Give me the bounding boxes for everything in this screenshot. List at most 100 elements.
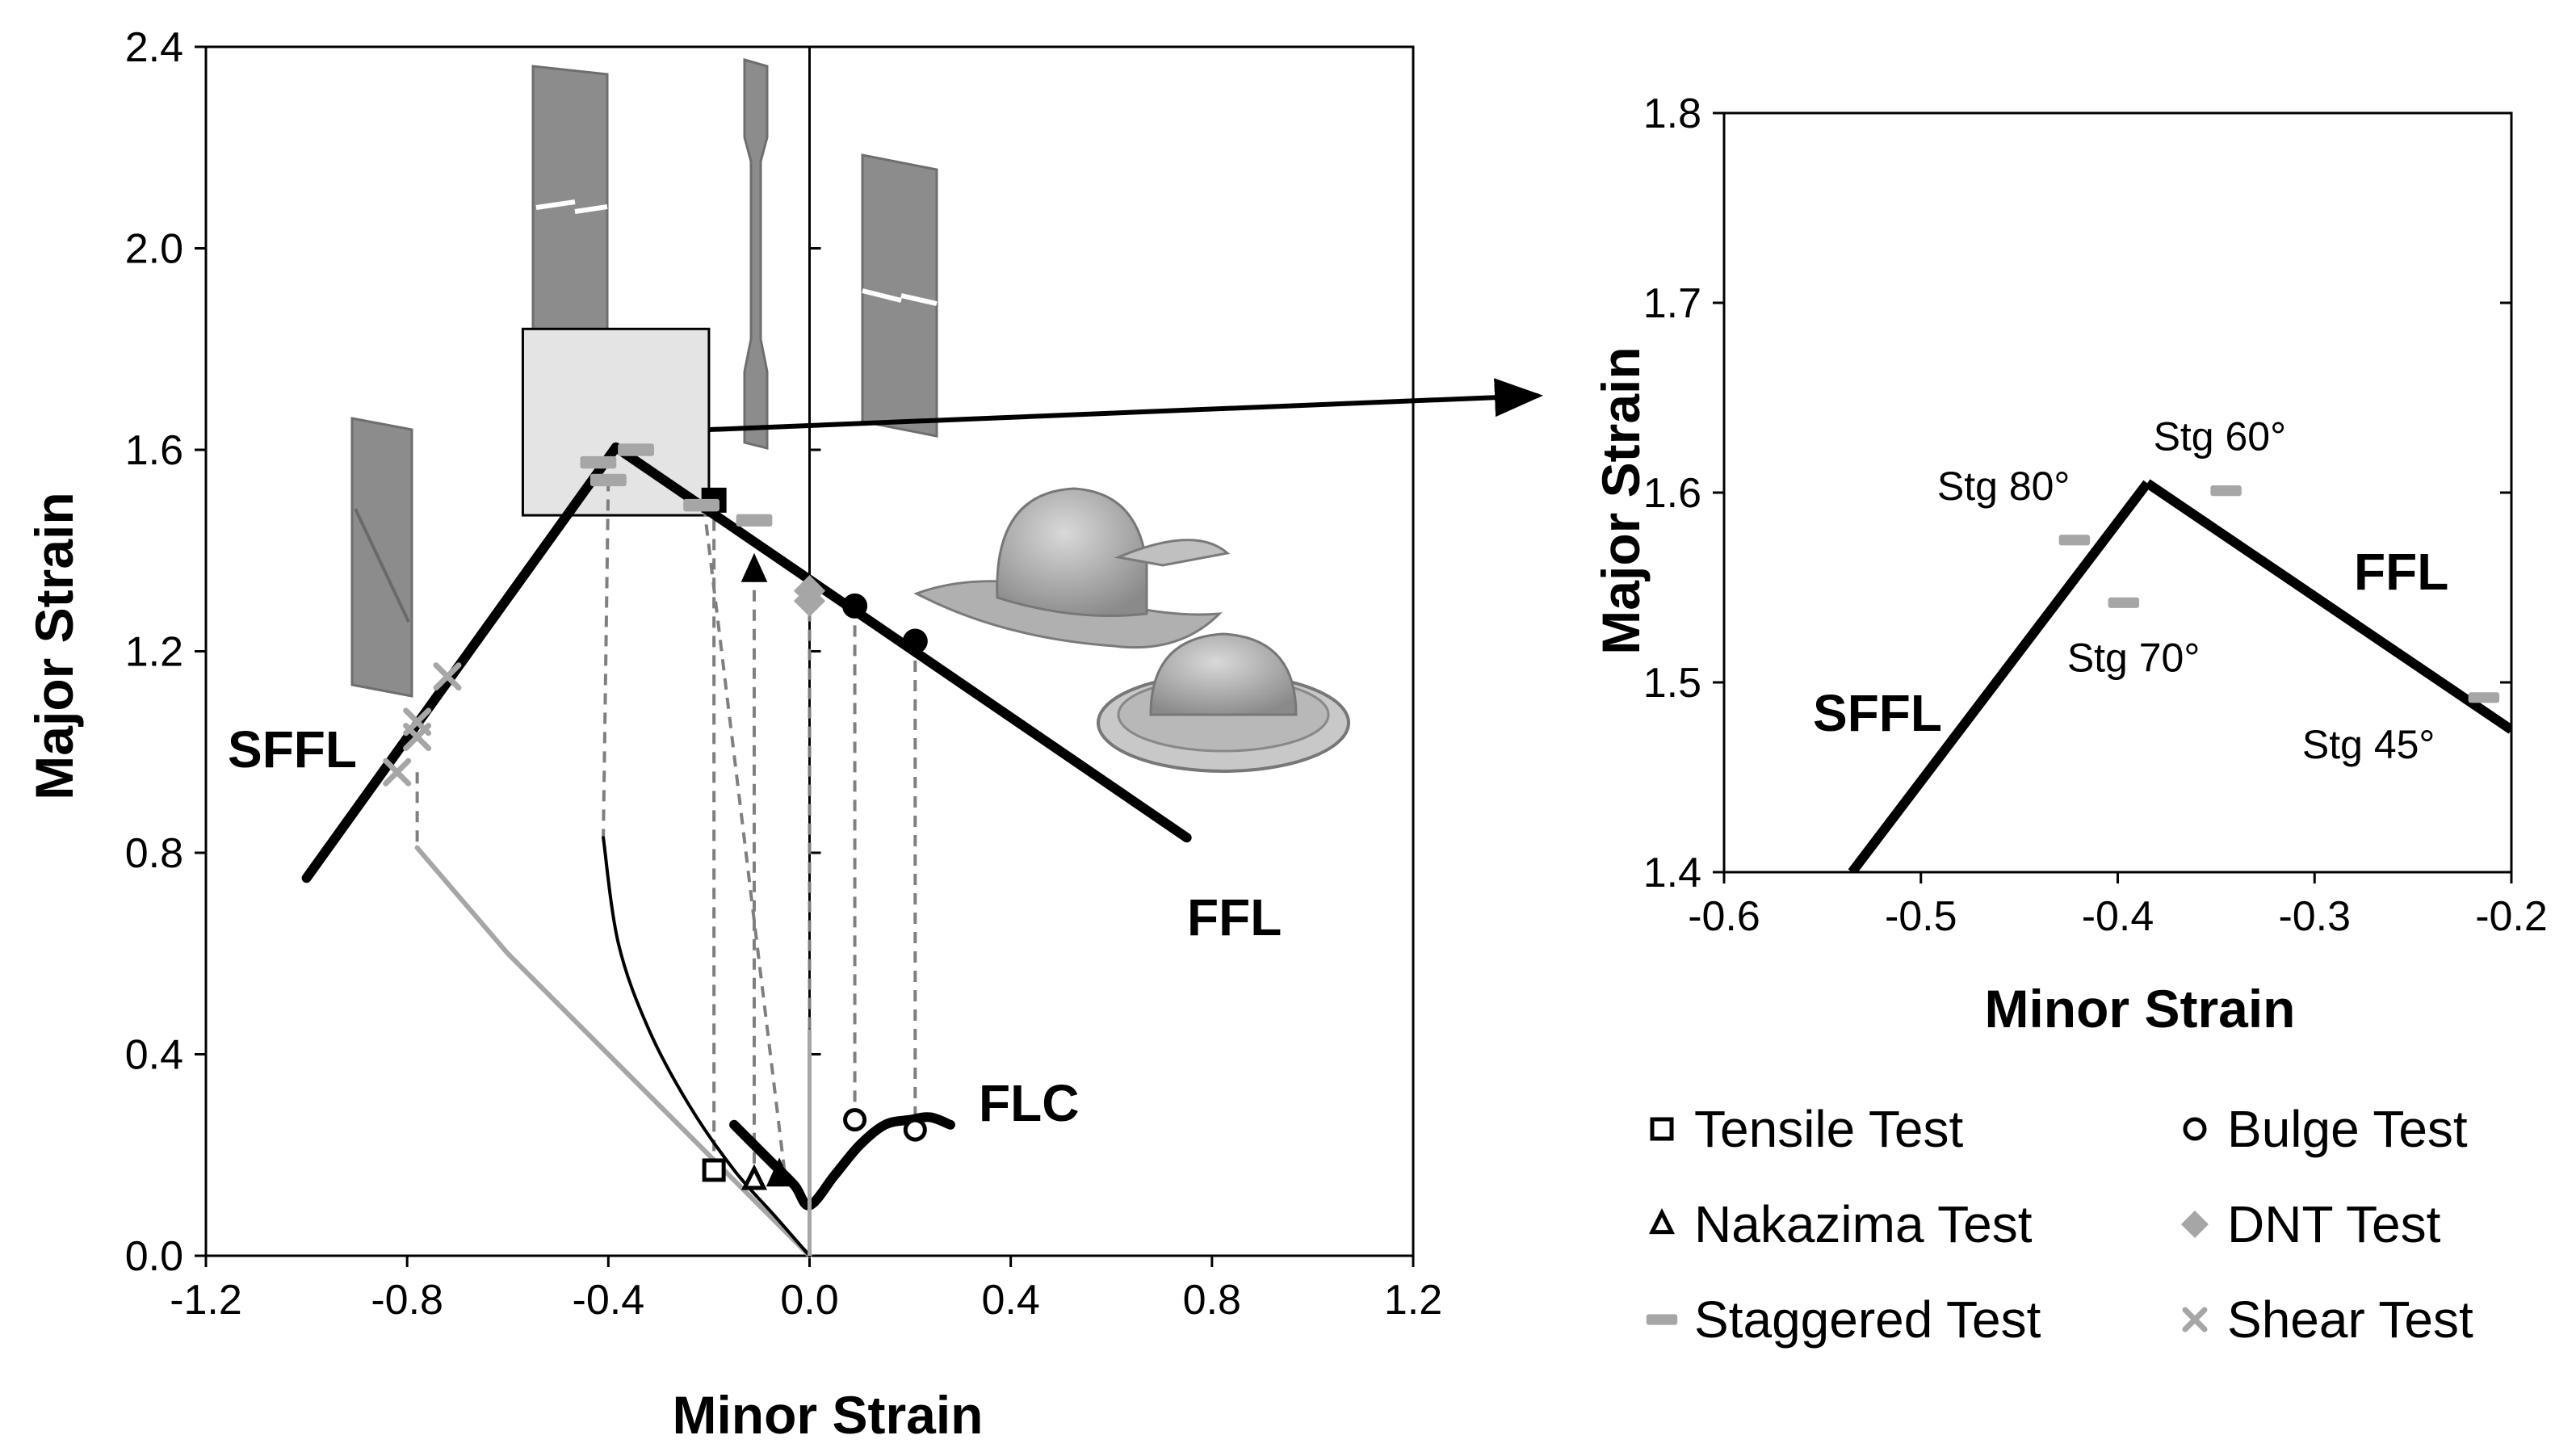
projection-line <box>602 480 610 838</box>
legend-label-tensile: Tensile Test <box>1694 1100 1963 1158</box>
zoom-series <box>1848 479 2511 872</box>
shear-specimen <box>350 417 413 698</box>
zoom-marker-staggered-test <box>2108 597 2140 608</box>
marker-shear-test <box>433 662 462 691</box>
zoom-marker-label: Stg 45° <box>2302 722 2435 767</box>
main-x-tick-label: -0.4 <box>573 1277 645 1324</box>
main-y-tick-label: 2.4 <box>125 24 183 71</box>
zoom-y-tick-label: 1.5 <box>1643 660 1701 707</box>
legend-item-dnt: DNT Test <box>2180 1195 2441 1253</box>
zoom-markers <box>2058 485 2500 703</box>
legend-label-shear: Shear Test <box>2227 1290 2473 1349</box>
zoom-tick-labels: -0.6 -0.5 -0.4 -0.3 -0.2 1.4 1.5 1.6 1.7 1.8 <box>1643 90 2548 940</box>
zoom-y-tick-label: 1.6 <box>1643 470 1701 517</box>
main-x-axis-title: Minor Strain <box>672 1385 983 1445</box>
nakazima-dome <box>913 487 1231 649</box>
main-x-tick-label: -1.2 <box>170 1277 242 1324</box>
series-sffl <box>301 442 621 883</box>
marker-nakazima-test-ffl <box>740 552 768 582</box>
marker-staggered-test <box>736 514 773 527</box>
main-x-tick-label: 0.4 <box>982 1277 1040 1324</box>
main-y-tick-label: 0.4 <box>125 1032 183 1079</box>
legend-item-tensile: Tensile Test <box>1650 1100 1963 1158</box>
marker-nakazima-test-ffl <box>766 1157 793 1187</box>
marker-bulge-test-flc <box>903 1118 927 1142</box>
legend-label-nakazima: Nakazima Test <box>1694 1195 2033 1253</box>
main-x-tick-label: 0.0 <box>780 1277 838 1324</box>
zoom-x-tick-label: -0.5 <box>1885 893 1957 940</box>
zoom-label-ffl: FFL <box>2354 543 2448 601</box>
zoom-y-tick-label: 1.4 <box>1643 850 1701 896</box>
legend-label-staggered: Staggered Test <box>1694 1290 2041 1349</box>
legend-item-shear: Shear Test <box>2182 1290 2473 1349</box>
marker-dnt-test <box>793 585 826 617</box>
marker-bulge-test-flc <box>843 1108 867 1132</box>
main-y-tick-label: 1.2 <box>125 629 183 676</box>
zoom-x-axis-title: Minor Strain <box>1984 979 2295 1039</box>
main-x-tick-label: -0.8 <box>371 1277 443 1324</box>
main-x-tick-label: 1.2 <box>1384 1277 1442 1324</box>
marker-staggered-test <box>580 455 617 469</box>
zoom-y-tick-label: 1.8 <box>1643 90 1701 137</box>
zoom-y-tick-label: 1.7 <box>1643 280 1701 327</box>
main-chart: -1.2 -0.8 -0.4 0.0 0.4 0.8 1.2 0.0 0.4 0.8 1.2 1.6 2… <box>24 24 1543 1445</box>
legend-label-dnt: DNT Test <box>2227 1195 2441 1253</box>
staggered-specimen-right <box>861 153 938 438</box>
tensile-specimen <box>743 58 769 450</box>
zoom-marker-staggered-test <box>2058 535 2091 546</box>
zoom-x-tick-label: -0.4 <box>2082 893 2154 940</box>
zoom-marker-labels: Stg 80° Stg 70° Stg 60° Stg 45° <box>1937 414 2435 767</box>
zoom-chart: -0.6 -0.5 -0.4 -0.3 -0.2 1.4 1.5 1.6 1.7 1.8 Stg … <box>1591 90 2548 1039</box>
zoom-marker-label: Stg 60° <box>2154 414 2287 460</box>
marker-bulge-test-ffl <box>902 628 928 654</box>
zoom-x-tick-label: -0.2 <box>2475 893 2548 940</box>
zoom-arrow <box>708 378 1543 433</box>
zoom-y-axis-title: Major Strain <box>1591 346 1651 654</box>
legend-label-bulge: Bulge Test <box>2227 1100 2468 1158</box>
zoom-x-tick-label: -0.6 <box>1688 893 1760 940</box>
main-y-tick-label: 0.0 <box>125 1233 183 1280</box>
bulge-dome <box>1097 632 1350 773</box>
zoom-marker-staggered-test <box>2468 692 2500 703</box>
main-tick-labels: -1.2 -0.8 -0.4 0.0 0.4 0.8 1.2 0.0 0.4 0.8 1.2 1.6 2… <box>125 24 1442 1324</box>
legend-item-bulge: Bulge Test <box>2183 1100 2468 1158</box>
main-x-tick-label: 0.8 <box>1183 1277 1241 1324</box>
zoom-x-tick-label: -0.3 <box>2278 893 2351 940</box>
zoom-series-ffl <box>2144 479 2511 734</box>
zoom-marker-label: Stg 70° <box>2067 635 2201 680</box>
legend: Tensile Test Bulge Test Nakazima Test DNT T… <box>1646 1100 2473 1349</box>
legend-symbol-bulge <box>2183 1117 2207 1141</box>
zoom-marker-staggered-test <box>2210 485 2242 497</box>
marker-tensile-test-flc <box>702 1158 726 1182</box>
main-markers <box>383 443 928 1190</box>
marker-staggered-test <box>683 498 720 512</box>
zoom-label-sffl: SFFL <box>1813 684 1942 742</box>
main-y-tick-label: 1.6 <box>125 427 183 474</box>
legend-symbol-dnt <box>2180 1210 2209 1239</box>
legend-symbol-tensile <box>1650 1117 1674 1141</box>
zoom-marker-label: Stg 80° <box>1937 464 2070 509</box>
marker-staggered-test <box>589 473 627 487</box>
legend-item-nakazima: Nakazima Test <box>1648 1195 2033 1253</box>
marker-staggered-test <box>618 443 654 456</box>
zoom-series-sffl <box>1848 480 2151 872</box>
specimen-illustrations <box>350 58 1350 773</box>
main-y-axis-title: Major Strain <box>24 492 84 799</box>
zoom-axes <box>1713 111 2513 883</box>
marker-shear-test <box>403 707 432 736</box>
main-y-tick-label: 0.8 <box>125 830 183 877</box>
label-flc: FLC <box>979 1074 1079 1132</box>
marker-bulge-test-ffl <box>842 593 868 619</box>
marker-shear-test <box>383 757 412 787</box>
projection-line <box>702 505 787 1171</box>
legend-item-staggered: Staggered Test <box>1646 1290 2041 1349</box>
marker-nakazima-test-flc <box>740 1164 768 1190</box>
series-staggered-strain-path <box>602 836 812 1257</box>
label-ffl: FFL <box>1187 888 1282 946</box>
legend-symbol-shear <box>2182 1307 2208 1332</box>
main-y-tick-label: 2.0 <box>125 226 183 273</box>
legend-symbol-nakazima <box>1648 1208 1676 1235</box>
legend-symbol-staggered <box>1646 1314 1678 1325</box>
label-sffl: SFFL <box>228 720 357 778</box>
